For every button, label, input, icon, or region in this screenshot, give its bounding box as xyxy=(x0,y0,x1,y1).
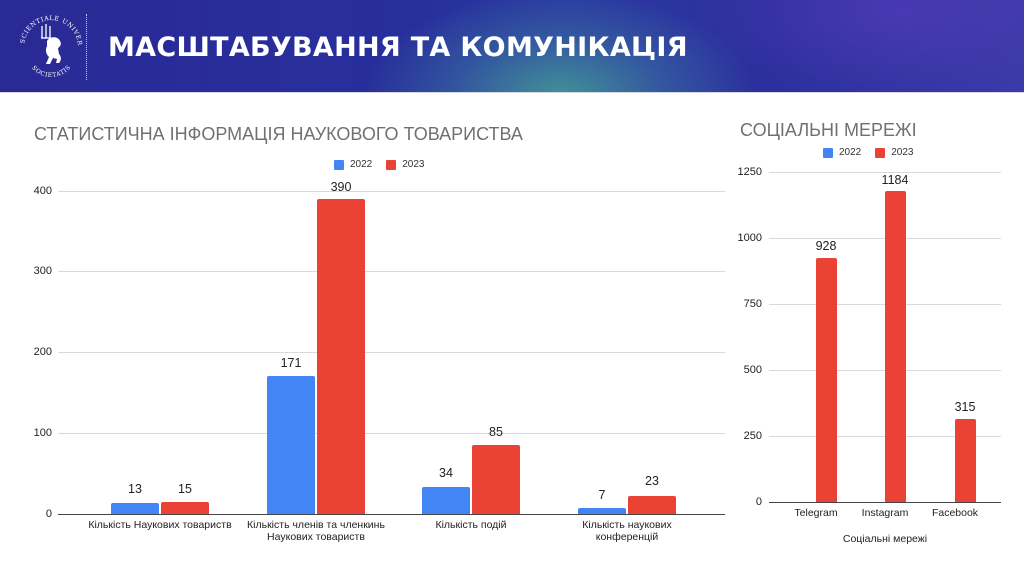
legend-label-2022: 2022 xyxy=(839,147,862,158)
x-category-label: Кількість подій xyxy=(391,519,551,531)
x-label-line: конференцій xyxy=(595,531,659,543)
x-label-line: Наукових товариств xyxy=(267,531,365,543)
legend-label-2022: 2022 xyxy=(350,159,373,170)
value-label: 34 xyxy=(439,466,453,480)
ytick-0: 0 xyxy=(45,508,52,520)
page-title: МАСШТАБУВАННЯ ТА КОМУНІКАЦІЯ xyxy=(108,32,688,63)
ytick-750: 750 xyxy=(743,298,762,310)
gridline-1250 xyxy=(769,172,1001,173)
legend-swatch-2022 xyxy=(334,159,344,170)
legend-swatch-2022 xyxy=(823,147,833,158)
x-category-label: Instagram xyxy=(861,507,909,519)
left-chart-legend: 2022 2023 xyxy=(334,159,439,170)
x-label-line: Кількість членів та членкинь xyxy=(247,519,385,531)
bar-2023-instagram xyxy=(885,191,906,502)
header-divider xyxy=(0,92,1024,93)
ytick-100: 100 xyxy=(33,427,52,439)
value-label: 23 xyxy=(645,474,659,488)
value-label: 15 xyxy=(178,482,192,496)
university-seal-icon: SCIENTIALE UNIVERSITAS LEOPOLIENSIS SOCI… xyxy=(12,8,82,79)
slide-header: SCIENTIALE UNIVERSITAS LEOPOLIENSIS SOCI… xyxy=(0,0,1024,92)
right-chart-legend: 2022 2023 xyxy=(823,147,928,158)
bar-2023-members xyxy=(317,199,365,514)
legend-swatch-2023 xyxy=(875,147,886,158)
bar-2023-societies xyxy=(161,502,209,514)
ytick-250: 250 xyxy=(743,430,762,442)
value-label: 390 xyxy=(330,180,352,194)
logo-divider xyxy=(86,14,87,80)
ytick-0: 0 xyxy=(755,496,762,508)
x-label-line: Кількість подій xyxy=(435,519,507,531)
bar-2023-events xyxy=(472,445,520,514)
gridline-400 xyxy=(58,191,725,192)
value-label: 1184 xyxy=(881,173,909,187)
gridline-200 xyxy=(58,352,725,353)
bar-2022-members xyxy=(267,376,315,514)
left-chart-title: СТАТИСТИЧНА ІНФОРМАЦІЯ НАУКОВОГО ТОВАРИС… xyxy=(34,124,523,144)
svg-text:SOCIETATIS: SOCIETATIS xyxy=(30,64,72,79)
x-category-label: Facebook xyxy=(931,507,979,519)
bar-2022-events xyxy=(422,487,470,514)
right-chart-title: СОЦІАЛЬНІ МЕРЕЖІ xyxy=(740,120,917,140)
bar-2022-societies xyxy=(111,503,159,514)
value-label: 85 xyxy=(489,425,503,439)
ytick-400: 400 xyxy=(33,185,52,197)
value-label: 171 xyxy=(280,356,302,370)
ytick-1250: 1250 xyxy=(737,166,762,178)
x-axis-baseline xyxy=(58,514,725,515)
x-axis-baseline xyxy=(769,502,1001,503)
x-category-label: Кількість Наукових товариств xyxy=(80,519,240,531)
x-label-line: Кількість наукових xyxy=(582,519,672,531)
bar-2023-conferences xyxy=(628,496,676,514)
gridline-300 xyxy=(58,271,725,272)
legend-swatch-2023 xyxy=(386,159,397,170)
bar-2022-conferences xyxy=(578,508,626,514)
ytick-1000: 1000 xyxy=(737,232,762,244)
bar-2023-telegram xyxy=(816,258,837,502)
gridline-100 xyxy=(58,433,725,434)
bar-2023-facebook xyxy=(955,419,976,502)
value-label: 13 xyxy=(128,482,142,496)
x-axis-title: Соціальні мережі xyxy=(842,533,928,545)
x-category-label: Кількість членів та членкинь Наукових то… xyxy=(236,519,396,543)
value-label: 7 xyxy=(598,488,606,502)
value-label: 315 xyxy=(954,400,976,414)
x-label-line: Кількість Наукових товариств xyxy=(88,519,232,531)
ytick-300: 300 xyxy=(33,265,52,277)
ytick-500: 500 xyxy=(743,364,762,376)
x-category-label: Кількість наукових конференцій xyxy=(547,519,707,543)
legend-label-2023: 2023 xyxy=(891,147,914,158)
value-label: 928 xyxy=(815,239,837,253)
ytick-200: 200 xyxy=(33,346,52,358)
legend-label-2023: 2023 xyxy=(402,159,425,170)
x-category-label: Telegram xyxy=(794,507,838,519)
